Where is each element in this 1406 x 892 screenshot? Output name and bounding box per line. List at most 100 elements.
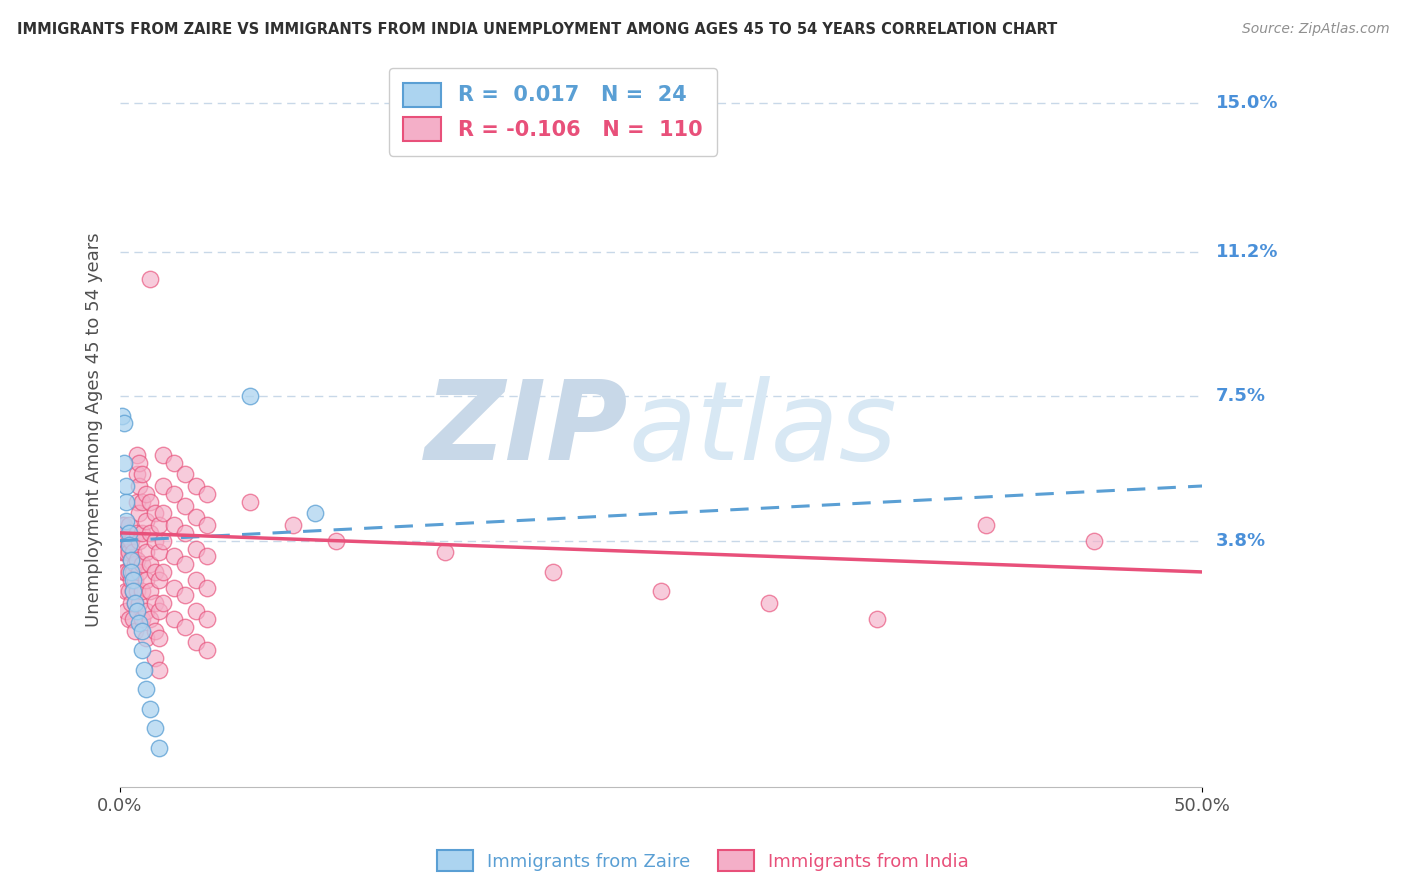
Point [131,557,153,571]
Point [139,702,162,716]
Point [195,612,218,626]
Point [117,545,139,559]
Point [115,604,138,618]
Point [117,584,139,599]
Point [117,533,139,548]
Point [131,494,153,508]
Point [325,533,347,548]
Point [152,596,174,610]
Point [152,448,174,462]
Point [135,545,157,559]
Point [112,417,135,431]
Point [174,467,197,482]
Point [128,596,150,610]
Point [135,604,157,618]
Point [115,479,138,493]
Point [112,456,135,470]
Point [163,612,186,626]
Point [174,525,197,540]
Point [124,573,146,587]
Point [135,682,157,697]
Point [650,584,672,599]
Point [127,553,149,567]
Point [111,409,134,423]
Text: 7.5%: 7.5% [1216,387,1265,405]
Point [131,612,153,626]
Legend: R =  0.017   N =  24, R = -0.106   N =  110: R = 0.017 N = 24, R = -0.106 N = 110 [389,68,717,156]
Point [127,494,149,508]
Point [148,545,170,559]
Point [139,557,162,571]
Point [195,549,218,564]
Point [152,506,174,520]
Point [132,663,155,677]
Point [120,553,142,567]
Point [148,740,170,755]
Point [758,596,780,610]
Point [124,557,146,571]
Point [120,553,142,567]
Point [122,545,145,559]
Point [117,565,139,579]
Point [139,494,162,508]
Point [239,389,262,403]
Point [122,584,145,599]
Point [163,549,186,564]
Point [128,533,150,548]
Point [131,643,153,657]
Point [163,456,186,470]
Point [152,565,174,579]
Point [184,510,207,524]
Point [184,604,207,618]
Point [163,581,186,595]
Legend: Immigrants from Zaire, Immigrants from India: Immigrants from Zaire, Immigrants from I… [430,843,976,879]
Point [184,541,207,556]
Point [120,573,142,587]
Point [139,272,162,286]
Point [115,514,138,528]
Point [112,545,135,559]
Point [174,588,197,602]
Point [124,596,146,610]
Point [122,612,145,626]
Point [143,596,166,610]
Point [281,518,304,533]
Point [304,506,326,520]
Point [127,525,149,540]
Point [163,518,186,533]
Point [139,584,162,599]
Text: Source: ZipAtlas.com: Source: ZipAtlas.com [1241,22,1389,37]
Point [1083,533,1105,548]
Point [174,620,197,634]
Point [120,596,142,610]
Point [128,565,150,579]
Point [131,467,153,482]
Point [139,525,162,540]
Point [112,518,135,533]
Point [111,545,134,559]
Point [124,624,146,638]
Point [117,525,139,540]
Point [117,612,139,626]
Text: 15.0%: 15.0% [1216,94,1278,112]
Point [152,533,174,548]
Point [163,487,186,501]
Point [112,565,135,579]
Point [128,506,150,520]
Point [115,494,138,508]
Text: IMMIGRANTS FROM ZAIRE VS IMMIGRANTS FROM INDIA UNEMPLOYMENT AMONG AGES 45 TO 54 : IMMIGRANTS FROM ZAIRE VS IMMIGRANTS FROM… [17,22,1057,37]
Point [143,721,166,735]
Point [128,456,150,470]
Point [239,494,262,508]
Point [115,533,138,548]
Point [111,518,134,533]
Point [117,518,139,533]
Y-axis label: Unemployment Among Ages 45 to 54 years: Unemployment Among Ages 45 to 54 years [86,232,103,627]
Point [974,518,997,533]
Point [143,506,166,520]
Point [195,487,218,501]
Point [135,514,157,528]
Point [184,635,207,649]
Point [152,479,174,493]
Point [195,518,218,533]
